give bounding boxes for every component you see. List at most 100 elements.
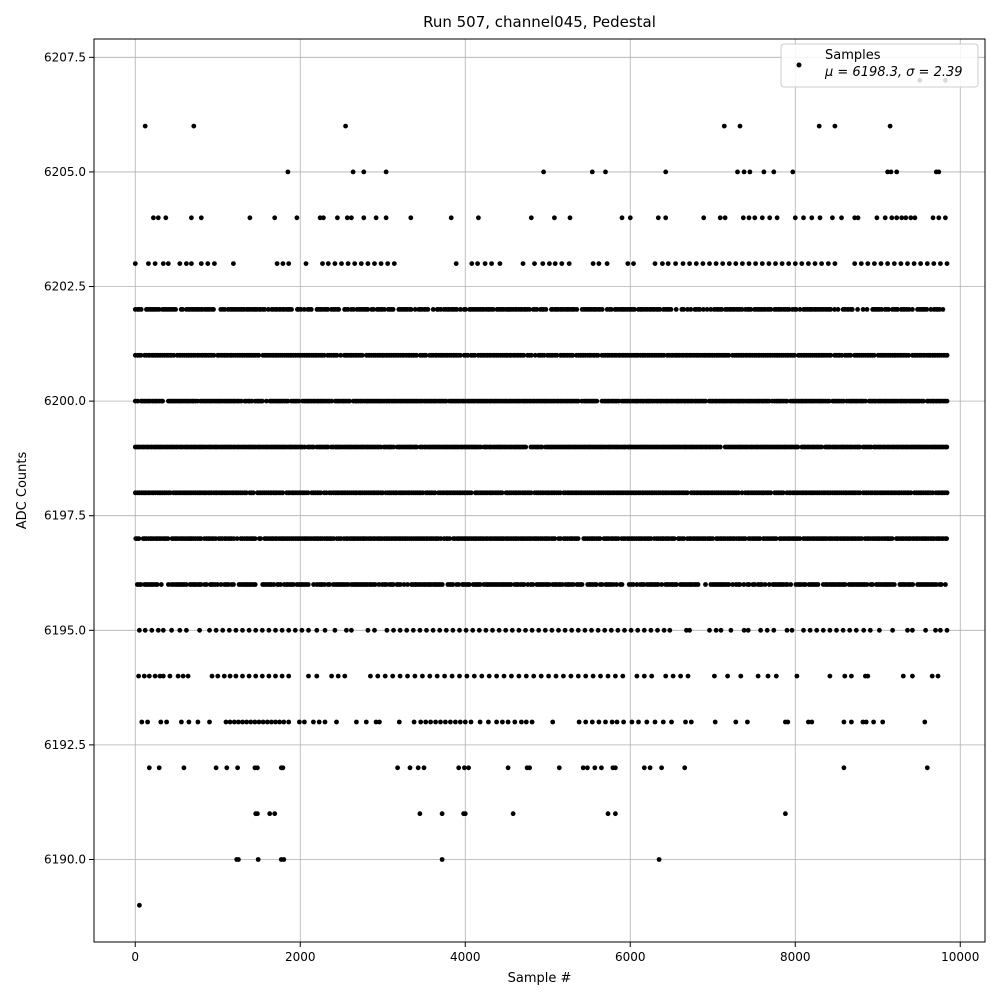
data-point — [417, 627, 423, 633]
data-point — [773, 261, 778, 266]
data-point — [784, 627, 790, 633]
data-point — [335, 673, 341, 679]
data-point — [516, 627, 522, 633]
data-point — [500, 719, 505, 725]
data-point — [163, 215, 169, 221]
data-point — [710, 536, 716, 541]
data-point — [306, 627, 311, 633]
data-point — [541, 352, 547, 358]
data-point — [737, 582, 743, 587]
data-point — [401, 582, 407, 587]
data-point — [412, 307, 418, 312]
data-point — [425, 307, 431, 312]
data-point — [557, 490, 563, 496]
data-point — [151, 215, 156, 221]
data-point — [280, 261, 286, 266]
data-point — [247, 215, 253, 221]
data-point — [718, 627, 724, 633]
data-point — [871, 719, 876, 725]
data-point — [205, 261, 211, 266]
data-point — [278, 582, 284, 587]
data-point — [259, 673, 265, 679]
data-point — [463, 627, 469, 633]
data-point — [462, 765, 467, 771]
data-point — [937, 307, 942, 312]
data-point — [335, 215, 340, 221]
data-point — [730, 582, 736, 587]
data-point — [858, 261, 864, 266]
data-point — [759, 215, 765, 221]
data-point — [908, 215, 914, 221]
data-point — [839, 215, 844, 221]
data-point — [294, 215, 300, 221]
data-point — [673, 261, 678, 266]
data-point — [736, 490, 741, 496]
data-point — [575, 398, 581, 404]
data-point — [864, 582, 870, 587]
data-point — [358, 261, 364, 266]
data-point — [463, 307, 468, 312]
data-point — [799, 261, 805, 266]
data-point — [149, 627, 155, 633]
data-point — [443, 627, 449, 633]
data-point — [139, 719, 145, 725]
data-point — [655, 582, 661, 587]
y-tick-label: 6205.0 — [44, 165, 86, 179]
data-point — [746, 215, 752, 221]
data-point — [314, 673, 320, 679]
data-point — [311, 719, 316, 725]
data-point — [910, 307, 915, 312]
data-point — [318, 490, 324, 496]
data-point — [164, 719, 170, 725]
data-point — [279, 673, 285, 679]
data-point — [156, 307, 162, 312]
data-point — [558, 536, 563, 541]
data-point — [562, 627, 568, 633]
data-point — [272, 215, 278, 221]
data-point — [253, 673, 259, 679]
data-point — [685, 673, 691, 679]
data-point — [615, 536, 621, 541]
data-point — [490, 627, 495, 633]
data-point — [510, 811, 516, 817]
data-point — [509, 627, 515, 633]
data-point — [583, 719, 589, 725]
data-point — [215, 582, 221, 587]
data-point — [138, 352, 144, 358]
data-point — [160, 398, 166, 404]
data-point — [234, 536, 240, 541]
data-point — [136, 673, 142, 679]
y-tick-label: 6202.5 — [44, 280, 86, 294]
data-point — [657, 307, 663, 312]
data-point — [556, 627, 561, 633]
data-point — [889, 536, 895, 541]
data-point — [767, 215, 773, 221]
data-point — [793, 307, 799, 312]
data-point — [943, 582, 948, 587]
data-point — [885, 169, 890, 175]
data-point — [458, 352, 463, 358]
data-point — [354, 719, 359, 725]
data-point — [575, 536, 581, 541]
data-point — [832, 123, 838, 129]
data-point — [740, 215, 746, 221]
data-point — [157, 673, 163, 679]
data-point — [688, 307, 694, 312]
data-point — [614, 719, 620, 725]
data-point — [365, 627, 371, 633]
data-point — [911, 261, 917, 266]
data-point — [184, 627, 189, 633]
y-tick-label: 6192.5 — [44, 738, 86, 752]
y-axis-label: ADC Counts — [15, 452, 30, 530]
data-point — [266, 627, 272, 633]
data-point — [920, 398, 926, 404]
data-point — [286, 261, 292, 266]
data-point — [905, 627, 910, 633]
data-point — [252, 536, 258, 541]
data-point — [890, 627, 895, 633]
data-point — [739, 307, 745, 312]
data-point — [634, 582, 640, 587]
data-point — [259, 398, 265, 404]
data-point — [423, 352, 429, 358]
data-point — [603, 169, 608, 175]
